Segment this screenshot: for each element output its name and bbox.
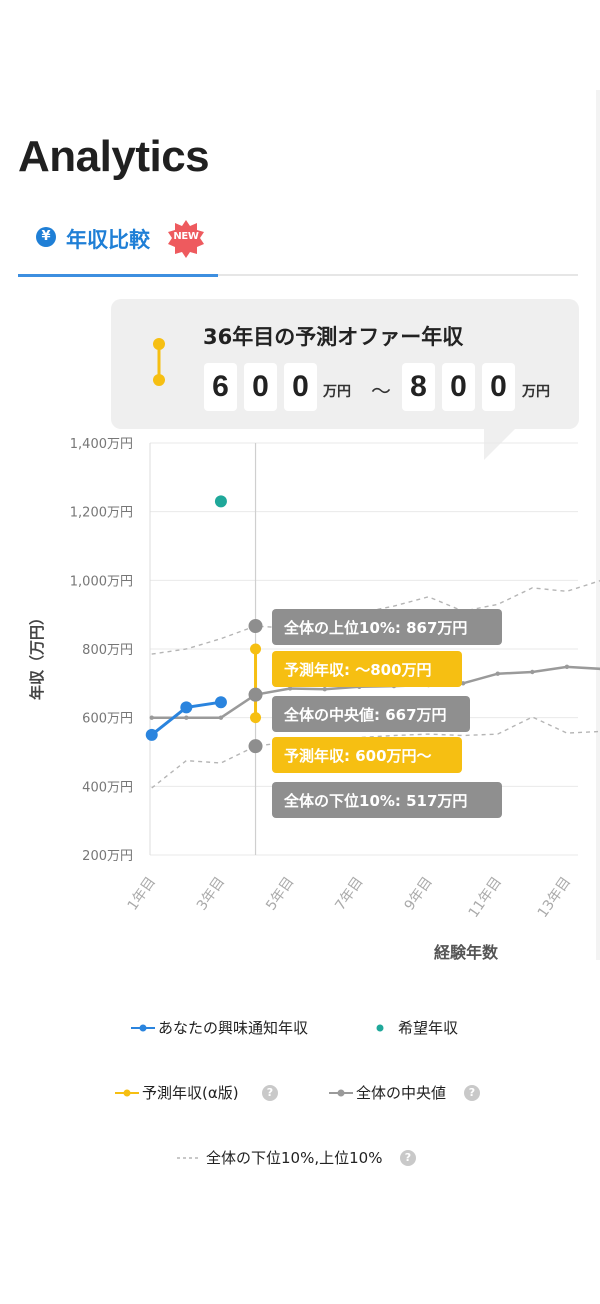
- low-digit-2: 0: [244, 363, 277, 411]
- median-point: [184, 715, 189, 720]
- x-tick-label: 11年目: [466, 874, 505, 921]
- median-point: [322, 686, 327, 692]
- scroll-edge: [596, 90, 600, 960]
- x-tick-label: 9年目: [402, 874, 436, 913]
- user-point: [214, 696, 227, 709]
- median-point: [149, 715, 154, 720]
- y-tick-label: 1,200万円: [70, 506, 133, 521]
- tab-salary-comparison[interactable]: ¥ 年収比較 NEW: [18, 205, 218, 275]
- chart-series: [145, 495, 600, 789]
- range-help-icon[interactable]: ?: [400, 1150, 416, 1166]
- callout-median: 全体の上位10%: 867万円: [272, 609, 502, 645]
- forecast-point: [250, 643, 262, 655]
- callout-box: [272, 609, 502, 645]
- legend-item-median[interactable]: 全体の中央値 ?: [328, 1081, 488, 1105]
- forecast-help-icon[interactable]: ?: [262, 1085, 278, 1101]
- marker-point: [248, 687, 263, 702]
- y-tick-label: 1,400万円: [70, 437, 133, 452]
- tab-active-indicator: [18, 274, 218, 277]
- legend-user-swatch: [131, 1024, 155, 1032]
- x-tick-label: 13年目: [535, 874, 574, 921]
- low-unit: 万円: [323, 384, 351, 400]
- forecast-point: [250, 712, 262, 724]
- y-tick-label: 800万円: [82, 643, 133, 658]
- badge-burst-icon: [168, 220, 204, 258]
- forecast-range-icon: [153, 338, 165, 386]
- salary-chart: 1,400万円 1,200万円 1,000万円 800万円 600万円 400万円 200万…: [28, 437, 600, 962]
- median-point: [460, 681, 466, 686]
- low-digit-1: 6: [204, 363, 237, 411]
- x-axis-label: 経験年数: [434, 943, 499, 962]
- new-badge: NEW: [166, 219, 206, 259]
- y-tick-label: 200万円: [82, 849, 133, 864]
- wish-point: [214, 495, 227, 508]
- y-tick-label: 1,000万円: [70, 574, 133, 589]
- legend-item-user[interactable]: あなたの興味通知年収: [130, 1016, 330, 1040]
- legend-median-label: 全体の中央値: [356, 1084, 447, 1102]
- median-point: [530, 669, 535, 675]
- callout-label: 全体の中央値: 667万円: [283, 706, 447, 724]
- legend-forecast-swatch: [115, 1089, 139, 1097]
- legend-item-forecast[interactable]: 予測年収(α版) ?: [114, 1081, 284, 1105]
- median-help-icon[interactable]: ?: [464, 1085, 480, 1101]
- callout-label: 全体の上位10%: 867万円: [283, 619, 467, 637]
- legend-range-label: 全体の下位10%,上位10%: [206, 1149, 383, 1167]
- page-title: Analytics: [18, 132, 210, 181]
- legend-median-swatch: [329, 1089, 353, 1097]
- legend-item-wish[interactable]: 希望年収: [372, 1016, 482, 1040]
- callout-box: [272, 782, 502, 818]
- callout-box: [272, 737, 462, 773]
- legend-wish-swatch: [376, 1024, 384, 1032]
- marker-point: [248, 618, 263, 633]
- median-point: [564, 664, 570, 670]
- user-point: [145, 728, 158, 741]
- callout-label: 全体の下位10%: 517万円: [283, 792, 467, 810]
- callout-forecast: 予測年収: 600万円〜: [272, 737, 462, 773]
- yen-icon: ¥: [36, 227, 56, 247]
- x-tick-label: 5年目: [263, 874, 297, 913]
- x-axis-ticks: 1年目 3年目 5年目 7年目 9年目 11年目 13年目: [125, 874, 574, 921]
- callout-median: 全体の中央値: 667万円: [272, 696, 470, 732]
- high-digit-1: 8: [402, 363, 435, 411]
- legend-forecast-label: 予測年収(α版): [142, 1084, 239, 1102]
- range-separator: 〜: [371, 379, 391, 403]
- callout-forecast: 予測年収: 〜800万円: [272, 651, 462, 687]
- tab-bar-divider: [18, 274, 578, 276]
- user-point: [180, 701, 193, 714]
- median-point: [218, 715, 224, 720]
- callout-median: 全体の下位10%: 517万円: [272, 782, 502, 818]
- legend-item-range[interactable]: 全体の下位10%,上位10% ?: [176, 1146, 426, 1170]
- high-unit: 万円: [522, 384, 550, 400]
- forecast-card: 36年目の予測オファー年収 6 0 0 万円 〜 8 0 0 万円: [111, 299, 579, 429]
- callout-label: 予測年収: 600万円〜: [284, 747, 432, 765]
- high-digit-3: 0: [482, 363, 515, 411]
- chart-grid: [149, 442, 578, 856]
- y-tick-label: 400万円: [82, 780, 133, 795]
- legend-wish-label: 希望年収: [398, 1019, 459, 1037]
- tab-bar: ¥ 年収比較 NEW: [18, 205, 578, 277]
- x-tick-label: 7年目: [332, 874, 366, 913]
- marker-point: [248, 739, 263, 754]
- legend-range-swatch: [177, 1157, 201, 1159]
- callout-label: 予測年収: 〜800万円: [284, 661, 432, 679]
- median-point: [287, 686, 293, 691]
- series-line-range: [151, 716, 600, 789]
- forecast-title: 36年目の予測オファー年収: [203, 325, 464, 349]
- y-axis-ticks: 1,400万円 1,200万円 1,000万円 800万円 600万円 400万円 200万…: [70, 437, 133, 864]
- y-axis-label: 年収（万円）: [28, 610, 46, 700]
- tab-label: 年収比較: [66, 228, 150, 252]
- legend-user-label: あなたの興味通知年収: [158, 1019, 309, 1037]
- x-tick-label: 1年目: [125, 874, 159, 913]
- low-digit-3: 0: [284, 363, 317, 411]
- high-digit-2: 0: [442, 363, 475, 411]
- badge-label: NEW: [173, 231, 199, 242]
- forecast-card-pointer: [484, 428, 516, 460]
- median-point: [495, 671, 500, 676]
- callout-box: [272, 696, 470, 732]
- x-tick-label: 3年目: [194, 874, 228, 913]
- callout-box: [272, 651, 462, 687]
- y-tick-label: 600万円: [82, 712, 133, 727]
